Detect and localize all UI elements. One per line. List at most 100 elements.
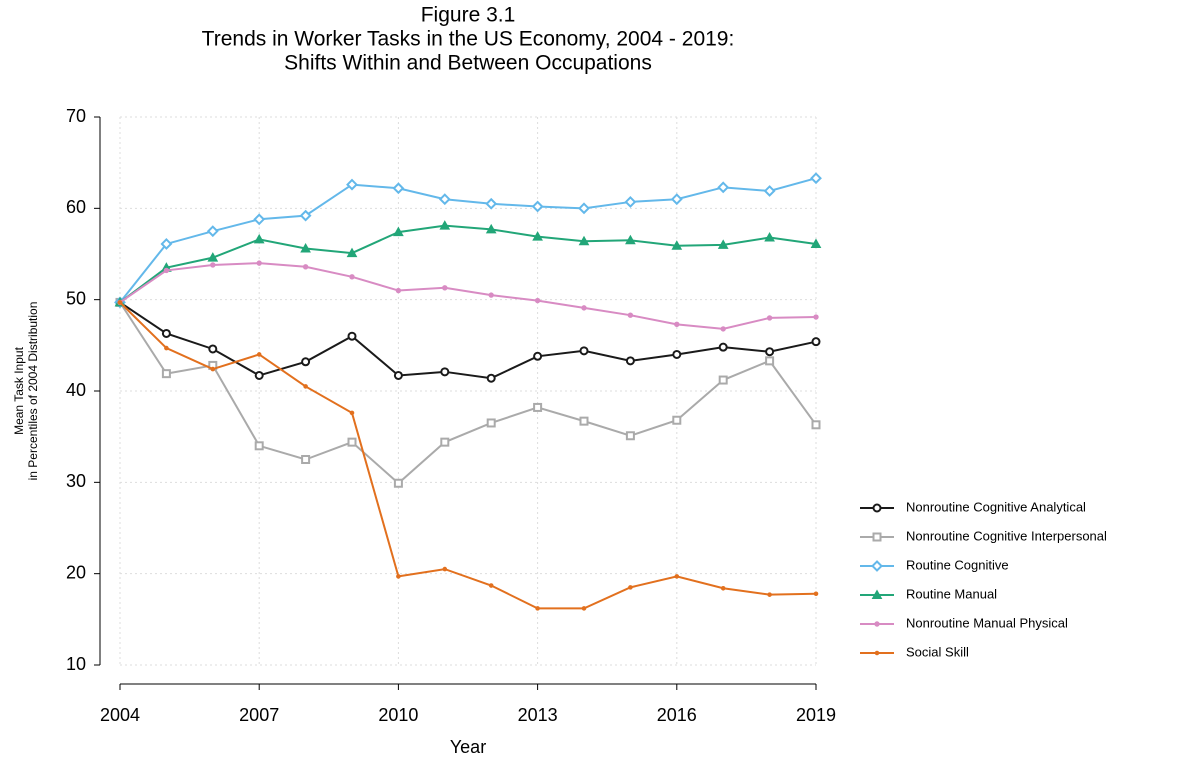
marker [393, 478, 403, 488]
marker [163, 267, 170, 274]
marker [164, 345, 169, 351]
y-axis-label: Mean Task Input [12, 346, 26, 434]
marker [393, 226, 404, 237]
marker [301, 357, 311, 367]
marker [440, 437, 450, 447]
marker [254, 370, 264, 380]
marker [440, 367, 450, 377]
marker [765, 347, 775, 357]
marker [161, 328, 171, 338]
marker [253, 213, 266, 226]
marker [302, 264, 309, 270]
marker [579, 416, 589, 426]
x-tick-label: 2019 [796, 705, 836, 725]
marker [581, 305, 587, 311]
x-tick-label: 2007 [239, 705, 279, 725]
marker [767, 592, 772, 597]
marker [581, 606, 587, 611]
marker [717, 239, 729, 249]
marker [253, 233, 265, 244]
marker [439, 220, 451, 230]
series-line [119, 262, 817, 330]
legend-label: Nonroutine Cognitive Analytical [906, 499, 1086, 514]
marker [346, 178, 358, 191]
legend-label: Routine Manual [906, 586, 997, 601]
y-tick-label: 30 [66, 471, 86, 491]
x-tick-label: 2013 [518, 705, 558, 725]
marker [299, 209, 312, 222]
marker [396, 574, 401, 579]
marker [346, 247, 358, 258]
series-line [119, 301, 817, 485]
x-axis-label: Year [450, 737, 486, 757]
marker [764, 232, 775, 242]
marker [624, 196, 637, 208]
marker [488, 292, 494, 298]
marker [627, 312, 634, 318]
marker [532, 231, 543, 241]
marker [674, 574, 680, 579]
marker [533, 402, 543, 412]
legend-marker [872, 532, 882, 542]
marker [718, 375, 728, 385]
marker [625, 356, 635, 366]
marker [720, 585, 726, 591]
marker [813, 591, 819, 597]
marker [534, 297, 541, 304]
marker [442, 285, 448, 291]
series-line [119, 224, 817, 304]
marker [395, 287, 402, 294]
marker [117, 300, 123, 305]
x-tick-label: 2016 [657, 705, 697, 725]
marker [347, 331, 357, 341]
legend-label: Social Skill [906, 644, 969, 659]
marker [811, 337, 821, 347]
chart-title: Trends in Worker Tasks in the US Economy… [202, 28, 735, 51]
marker [671, 240, 683, 250]
marker [579, 346, 589, 356]
legend-marker [874, 650, 880, 656]
marker [303, 384, 308, 389]
marker [347, 437, 357, 447]
legend-label: Nonroutine Manual Physical [906, 615, 1068, 630]
y-tick-label: 70 [66, 106, 86, 126]
legend-marker [871, 560, 883, 572]
marker [486, 373, 496, 383]
y-tick-label: 10 [66, 654, 86, 674]
marker [531, 200, 544, 213]
marker [301, 455, 311, 464]
series-line [119, 177, 817, 304]
series-line [119, 301, 817, 380]
marker [765, 356, 775, 366]
x-tick-label: 2010 [378, 705, 418, 725]
legend-marker [871, 589, 883, 599]
marker [718, 342, 728, 352]
marker [442, 566, 448, 572]
marker [535, 606, 540, 611]
marker [160, 238, 173, 250]
marker [488, 583, 494, 588]
marker [438, 193, 451, 206]
marker [811, 420, 821, 430]
marker [254, 441, 264, 451]
y-tick-label: 60 [66, 197, 86, 217]
chart-title: Figure 3.1 [421, 4, 516, 27]
marker [349, 410, 355, 416]
marker [672, 415, 682, 425]
x-tick-label: 2004 [100, 705, 140, 725]
y-tick-label: 40 [66, 380, 86, 400]
marker [670, 193, 683, 206]
series-line [119, 301, 817, 610]
legend-marker [872, 503, 882, 513]
marker [717, 181, 730, 194]
legend-label: Routine Cognitive [906, 557, 1009, 572]
marker [578, 202, 590, 215]
marker [810, 172, 822, 185]
marker [300, 243, 311, 253]
marker [578, 235, 590, 246]
marker [256, 260, 262, 266]
marker [349, 274, 355, 280]
y-tick-label: 50 [66, 288, 86, 308]
legend-label: Nonroutine Cognitive Interpersonal [906, 528, 1107, 543]
